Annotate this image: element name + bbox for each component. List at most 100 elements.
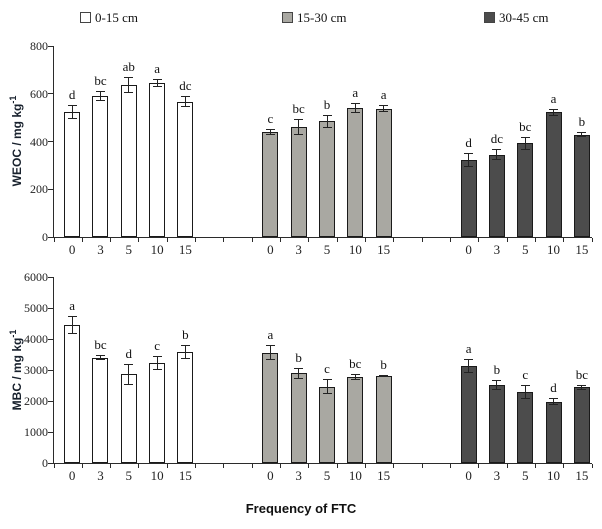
- error-bar: [464, 358, 474, 374]
- x-tick: [478, 464, 480, 468]
- x-tick-label: 15: [178, 242, 192, 257]
- bar: [290, 373, 307, 463]
- sig-letter: d: [68, 86, 76, 102]
- y-tick-label: 4000: [24, 332, 48, 346]
- error-bar: [265, 128, 275, 136]
- legend-swatch-icon: [80, 12, 91, 23]
- y-tick-label: 5000: [24, 301, 48, 315]
- error-bar: [492, 148, 502, 161]
- plot-area-mbc: 0 1000 2000 3000 4000 5000 6000 a 0 bc 3 d 5 c 10 b 15 a 0…: [24, 270, 593, 483]
- x-tick: [591, 464, 593, 468]
- error-bar: [180, 344, 190, 359]
- sig-letter: a: [154, 60, 160, 76]
- bar: [573, 387, 590, 463]
- y-tick: [48, 369, 53, 371]
- error-bar: [577, 384, 587, 390]
- bar: [177, 351, 194, 463]
- sig-letter: c: [154, 338, 160, 354]
- error-bar: [350, 103, 360, 113]
- legend-label: 0-15 cm: [95, 10, 138, 25]
- bar: [488, 154, 505, 237]
- bar: [347, 108, 364, 237]
- error-bar: [152, 78, 162, 88]
- x-tick: [364, 238, 366, 242]
- x-tick: [591, 238, 593, 242]
- y-tick: [48, 236, 53, 238]
- x-tick: [53, 238, 55, 242]
- x-tick: [449, 238, 451, 242]
- error-bar: [549, 397, 559, 406]
- x-tick-label: 5: [125, 242, 133, 257]
- sig-letter: b: [493, 361, 501, 377]
- x-tick: [81, 464, 83, 468]
- sig-letter: bc: [349, 355, 362, 371]
- bar: [177, 101, 194, 237]
- error-bar: [379, 105, 389, 112]
- error-bar: [294, 118, 304, 135]
- x-tick-label: 10: [547, 468, 561, 483]
- bar: [347, 376, 364, 463]
- x-tick: [308, 464, 310, 468]
- x-axis-title: Frequency of FTC: [245, 501, 357, 516]
- x-tick-label: 15: [575, 468, 589, 483]
- x-tick-label: 5: [323, 468, 331, 483]
- legend-label: 15-30 cm: [297, 10, 347, 25]
- x-tick: [223, 238, 225, 242]
- x-tick-label: 5: [521, 468, 529, 483]
- bar: [64, 111, 81, 237]
- x-tick-label: 3: [295, 468, 302, 483]
- x-tick: [251, 238, 253, 242]
- bar: [149, 83, 166, 237]
- y-tick-label: 2000: [24, 394, 48, 408]
- error-bar: [322, 379, 332, 395]
- x-tick-label: 0: [267, 242, 274, 257]
- sig-letter: bc: [94, 72, 107, 88]
- sig-letter: bc: [519, 118, 532, 134]
- x-tick: [393, 238, 395, 242]
- panel-weoc: WEOC / mg kg-1 0 200 400 600 800 d 0 bc 3 ab 5 a 10 d…: [8, 39, 593, 257]
- sig-letter: a: [69, 298, 76, 314]
- bar: [149, 363, 166, 463]
- bar: [262, 352, 279, 463]
- sig-letter: a: [550, 90, 557, 106]
- legend-item-15-30cm: 15-30 cm: [282, 11, 346, 24]
- error-bar: [520, 136, 530, 151]
- x-tick: [563, 464, 565, 468]
- x-tick-label: 10: [348, 242, 362, 257]
- error-bar: [577, 132, 587, 138]
- sig-letter: c: [324, 361, 330, 377]
- error-bar: [379, 374, 389, 378]
- sig-letter: a: [465, 340, 472, 356]
- sig-letter: b: [380, 356, 387, 372]
- y-tick: [48, 45, 53, 47]
- bar: [120, 84, 137, 237]
- x-tick: [421, 238, 423, 242]
- error-bar: [67, 316, 77, 335]
- x-tick: [364, 464, 366, 468]
- x-tick: [336, 238, 338, 242]
- y-tick-label: 0: [42, 456, 48, 470]
- bar: [545, 401, 562, 463]
- legend-swatch-icon: [282, 12, 293, 23]
- y-tick: [48, 462, 53, 464]
- bar: [460, 160, 477, 237]
- x-tick: [280, 238, 282, 242]
- sig-letter: a: [352, 85, 359, 101]
- bar: [375, 376, 392, 463]
- sig-letter: a: [267, 326, 274, 342]
- sig-letter: c: [267, 110, 274, 126]
- x-tick-label: 3: [493, 242, 501, 257]
- x-tick-label: 10: [150, 468, 164, 483]
- x-tick-label: 0: [68, 468, 76, 483]
- bar: [92, 96, 109, 237]
- x-tick: [308, 238, 310, 242]
- x-tick-label: 5: [125, 468, 133, 483]
- bar: [92, 357, 109, 463]
- y-tick: [48, 431, 53, 433]
- sig-letter: d: [465, 135, 472, 151]
- y-tick-label: 6000: [24, 270, 48, 284]
- error-bar: [95, 90, 105, 102]
- x-tick-label: 15: [178, 468, 192, 483]
- error-bar: [152, 356, 162, 371]
- bar: [319, 121, 335, 237]
